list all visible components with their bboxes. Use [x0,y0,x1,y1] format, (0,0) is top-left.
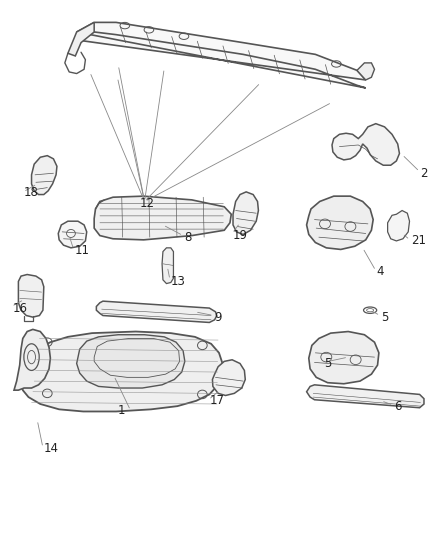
Text: 21: 21 [411,235,426,247]
Polygon shape [233,192,258,235]
Polygon shape [388,211,410,241]
Polygon shape [94,196,231,240]
Polygon shape [21,332,223,411]
Polygon shape [32,156,57,195]
Text: 18: 18 [24,187,39,199]
Polygon shape [307,385,424,408]
Polygon shape [162,248,173,284]
Polygon shape [307,196,373,249]
Polygon shape [77,22,366,88]
Text: 13: 13 [171,275,186,288]
Text: 1: 1 [117,404,125,417]
Polygon shape [58,221,87,248]
Text: 19: 19 [233,229,248,242]
Polygon shape [212,360,245,395]
Polygon shape [14,329,50,390]
Text: 5: 5 [324,357,332,370]
Text: 4: 4 [377,265,384,278]
Polygon shape [77,335,185,388]
Text: 5: 5 [381,311,389,324]
Polygon shape [309,332,379,384]
Text: 9: 9 [215,311,222,324]
Text: 17: 17 [209,394,224,407]
Text: 8: 8 [184,231,191,244]
Text: 12: 12 [139,197,154,210]
Polygon shape [18,274,44,317]
Text: 14: 14 [44,442,59,455]
Text: 16: 16 [12,302,27,314]
Polygon shape [68,22,94,56]
Text: 11: 11 [74,244,89,257]
Polygon shape [332,124,399,165]
Polygon shape [96,301,217,322]
Text: 6: 6 [394,400,402,413]
Text: 2: 2 [420,167,428,180]
Polygon shape [357,63,374,80]
